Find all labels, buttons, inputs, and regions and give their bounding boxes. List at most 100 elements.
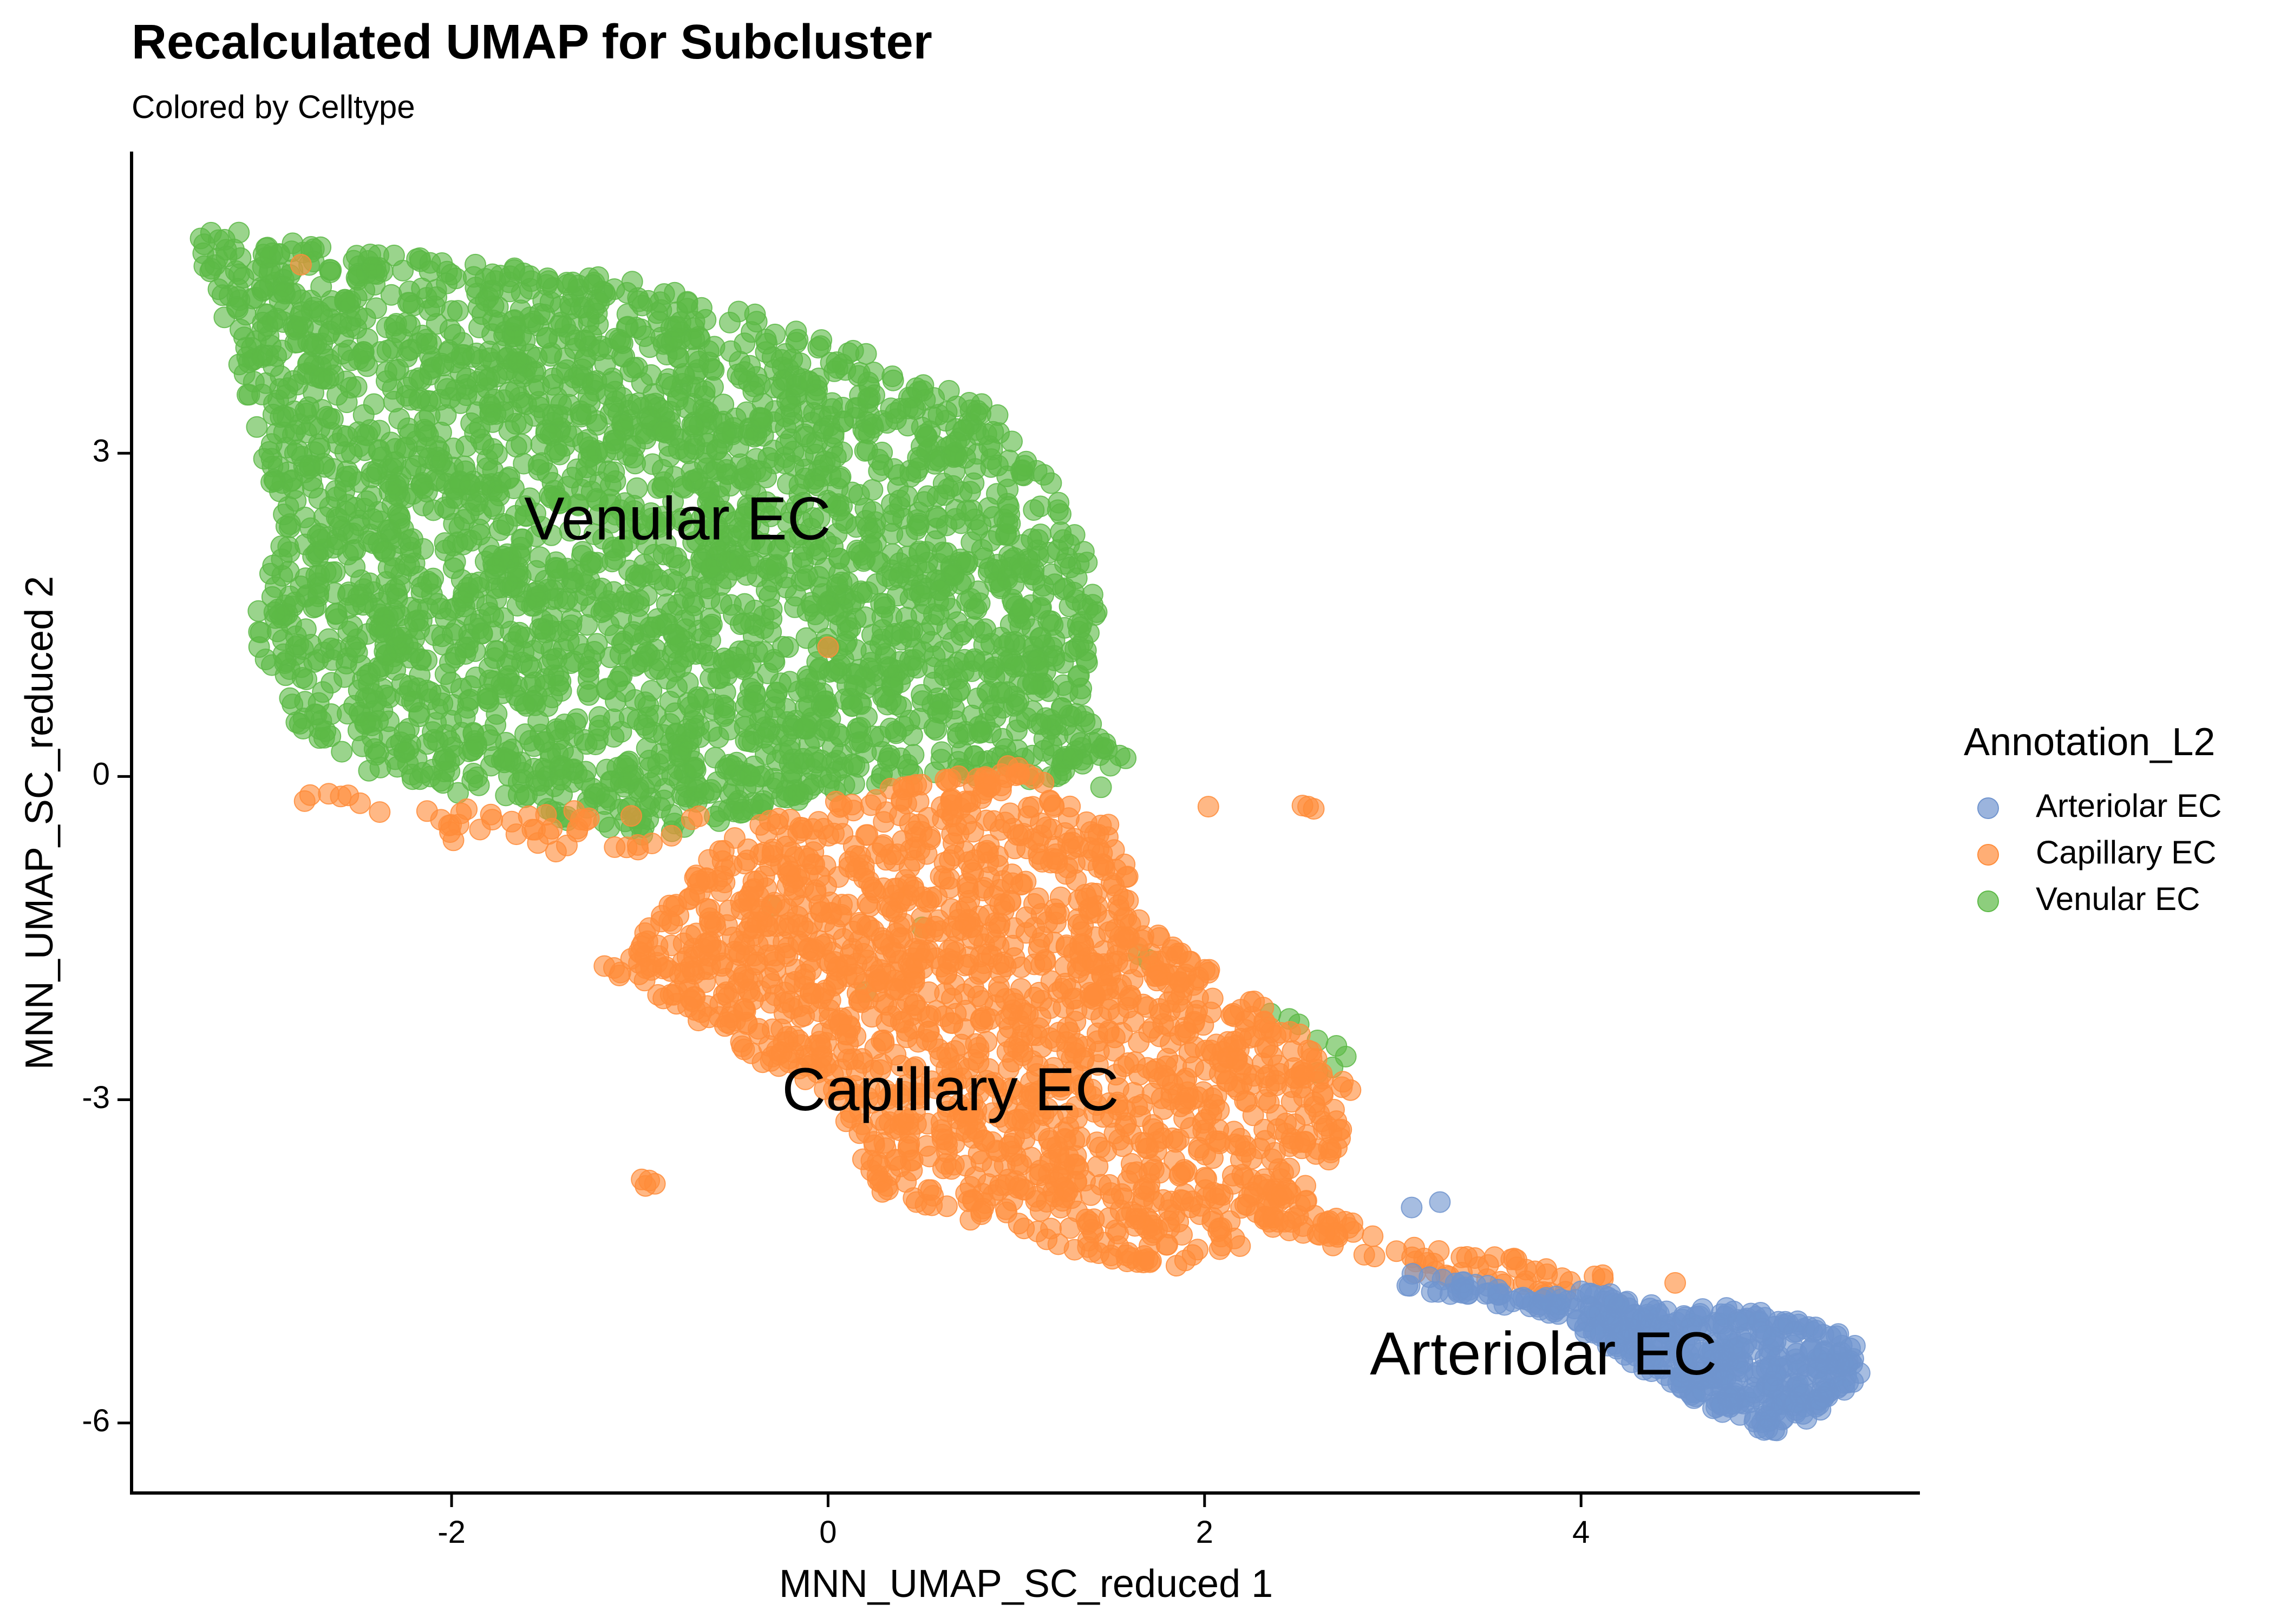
data-point xyxy=(891,790,913,812)
data-point xyxy=(1187,966,1210,988)
data-point xyxy=(677,996,699,1018)
data-point xyxy=(488,484,510,507)
data-point xyxy=(303,597,325,619)
data-point xyxy=(920,631,943,653)
data-point xyxy=(1297,1039,1319,1062)
data-point xyxy=(714,872,736,894)
data-point xyxy=(916,425,938,448)
data-point xyxy=(577,447,599,469)
data-point xyxy=(903,880,925,901)
data-point xyxy=(887,464,910,486)
data-point xyxy=(805,383,827,405)
data-point xyxy=(540,342,563,364)
data-point xyxy=(679,955,702,978)
data-point xyxy=(760,554,781,576)
data-point xyxy=(361,726,383,749)
data-point xyxy=(757,930,780,952)
data-point xyxy=(419,299,441,322)
data-point xyxy=(290,254,312,276)
data-point xyxy=(1009,553,1031,575)
data-point xyxy=(730,898,753,920)
data-point xyxy=(352,341,375,363)
data-point xyxy=(1194,1039,1217,1062)
data-point xyxy=(1049,1196,1071,1219)
data-point xyxy=(848,1122,871,1144)
data-point xyxy=(331,741,353,763)
data-point xyxy=(315,720,337,742)
data-point xyxy=(730,1031,752,1053)
data-point xyxy=(970,945,991,967)
data-point xyxy=(862,362,885,383)
data-point xyxy=(1047,539,1069,561)
data-point xyxy=(1030,954,1053,976)
data-point xyxy=(978,699,1001,721)
data-point xyxy=(434,374,456,396)
data-point xyxy=(389,575,411,597)
data-point xyxy=(427,593,449,615)
data-point xyxy=(946,611,968,633)
data-point xyxy=(738,730,760,752)
data-point xyxy=(322,408,344,430)
data-point xyxy=(762,839,784,861)
data-point xyxy=(1132,929,1154,952)
data-point xyxy=(514,723,536,745)
data-point xyxy=(1253,1012,1276,1033)
data-point xyxy=(736,849,759,872)
data-point xyxy=(665,723,687,745)
data-point xyxy=(910,604,932,625)
data-point xyxy=(1305,1143,1327,1165)
data-point xyxy=(1477,1254,1499,1276)
data-point xyxy=(1001,430,1023,453)
data-point xyxy=(837,894,859,916)
data-point xyxy=(700,779,722,801)
data-point xyxy=(785,779,807,801)
data-point xyxy=(669,311,691,333)
data-point xyxy=(287,633,309,656)
data-point xyxy=(817,696,839,718)
data-point xyxy=(359,419,381,441)
data-point xyxy=(308,433,330,455)
data-point xyxy=(793,1005,815,1027)
data-point xyxy=(1295,1190,1317,1213)
data-point xyxy=(829,725,851,748)
data-point xyxy=(877,1178,899,1201)
data-point xyxy=(483,389,505,410)
chart-title: Recalculated UMAP for Subcluster xyxy=(132,15,932,69)
data-point xyxy=(1234,1090,1256,1112)
data-point xyxy=(391,328,413,350)
data-point xyxy=(907,457,930,479)
data-point xyxy=(617,316,639,338)
data-point xyxy=(561,425,584,447)
data-point xyxy=(1363,1246,1386,1267)
data-point xyxy=(1068,664,1090,686)
data-point xyxy=(324,582,346,604)
data-point xyxy=(486,443,508,465)
data-point xyxy=(943,562,965,585)
data-point xyxy=(525,586,547,608)
data-point xyxy=(482,411,504,433)
data-point xyxy=(260,471,283,493)
data-point xyxy=(604,624,626,646)
data-point xyxy=(860,1150,883,1171)
data-point xyxy=(895,1171,917,1193)
data-point xyxy=(626,357,648,379)
data-point xyxy=(408,367,430,389)
data-point xyxy=(927,700,950,722)
data-point xyxy=(439,821,461,843)
data-point xyxy=(1151,1087,1173,1109)
data-point xyxy=(1192,1081,1214,1103)
data-point xyxy=(998,524,1020,546)
data-point xyxy=(648,311,670,333)
data-point xyxy=(713,840,735,862)
data-point xyxy=(898,556,920,579)
data-point xyxy=(253,278,275,300)
data-point xyxy=(860,522,882,544)
data-point xyxy=(413,477,434,499)
data-point xyxy=(412,538,434,560)
data-point xyxy=(1030,597,1052,619)
data-point xyxy=(1030,812,1052,834)
data-point xyxy=(450,569,473,591)
data-point xyxy=(766,772,788,794)
data-point xyxy=(611,414,633,436)
data-point xyxy=(1283,1057,1305,1079)
